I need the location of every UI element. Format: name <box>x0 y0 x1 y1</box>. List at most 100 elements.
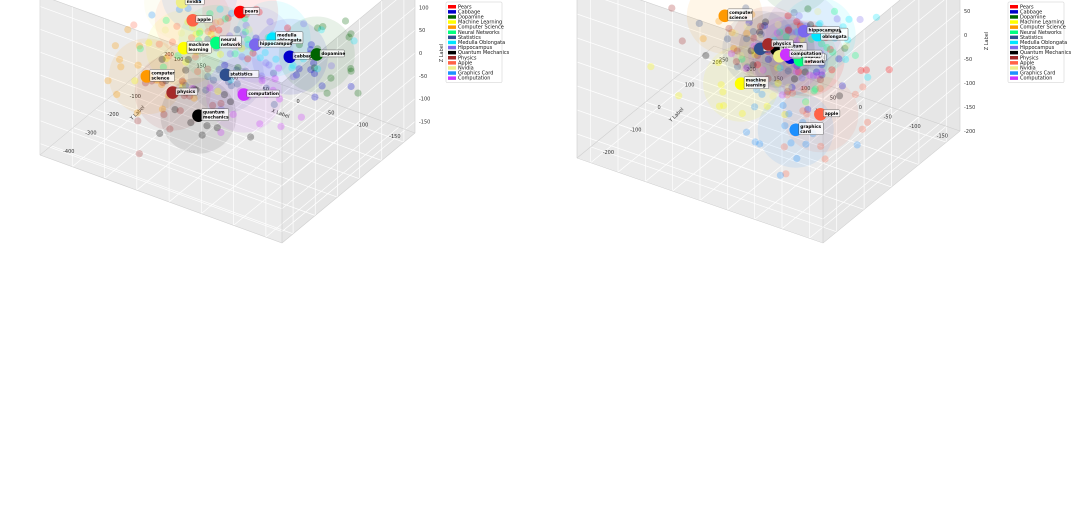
scatter-point-hippocampus <box>833 15 841 23</box>
legend-swatch-statistics <box>1010 35 1018 40</box>
legend-swatch-nvidia <box>448 66 456 70</box>
z-gridline <box>39 97 283 187</box>
scatter-point-machine-learning <box>214 87 222 95</box>
scatter-point-physics <box>756 22 765 30</box>
scatter-point-quantum-mechanics <box>801 68 809 76</box>
scatter-point-quantum-mechanics <box>247 133 255 141</box>
x-tick-label: 150 <box>774 77 784 83</box>
centroid-label-box <box>798 122 824 135</box>
scatter-point-computation <box>256 120 264 128</box>
scatter-point-hippocampus <box>795 12 803 20</box>
scatter-point-hippocampus <box>798 74 806 82</box>
scatter-point-statistics <box>233 80 241 88</box>
scatter-point-apple <box>130 21 138 29</box>
legend-entry-computation: Computation <box>458 76 490 82</box>
scatter-point-dopamine <box>804 5 812 13</box>
left-pane <box>40 0 282 243</box>
scatter-point-hippocampus <box>856 15 864 24</box>
legend-swatch-nvidia <box>1010 66 1018 70</box>
legend-swatch-apple <box>448 61 456 65</box>
scatter-point-cabbage <box>295 65 303 73</box>
scatter-point-physics <box>209 101 217 109</box>
scatter-point-statistics <box>749 28 757 36</box>
scatter-point-dopamine <box>341 17 350 25</box>
scatter-point-cabbage <box>835 55 843 63</box>
legend-swatch-pears <box>448 5 456 9</box>
scatter-point-quantum-mechanics <box>227 98 235 106</box>
scatter-point-nvidia <box>774 20 782 29</box>
scatter-point-dopamine <box>841 44 849 52</box>
centroid-label-box <box>727 8 753 22</box>
z-gridline <box>281 121 416 232</box>
legend-box <box>445 1 503 83</box>
scatter-point-nvidia <box>802 99 810 107</box>
z-gridline <box>281 0 397 95</box>
scatter-point-dopamine <box>310 64 319 72</box>
scatter-point-physics <box>784 87 792 95</box>
legend-swatch-cabbage <box>1010 10 1018 14</box>
legend-swatch-hippocampus <box>448 45 456 50</box>
scatter-point-statistics <box>723 35 732 43</box>
scatter-point-cabbage <box>804 105 812 113</box>
z-tick-label: 0 <box>964 33 967 39</box>
scatter-point-machine-learning <box>715 102 724 110</box>
legend-swatch-computer-science <box>1010 25 1018 29</box>
scatter-point-computer-science <box>134 61 142 69</box>
scatter-point-medulla-oblongata <box>314 65 322 73</box>
scatter-point-quantum-mechanics <box>203 122 211 130</box>
scatter-point-quantum-mechanics <box>835 92 844 100</box>
scatter-point-pears <box>795 68 803 76</box>
scatter-point-nvidia <box>842 42 850 50</box>
scatter-point-graphics-card <box>758 90 766 98</box>
y-tick-label: -100 <box>630 127 641 133</box>
scatter-point-computer-science <box>743 29 751 37</box>
scatter-point-physics <box>204 65 212 73</box>
z-tick-label: -150 <box>419 120 430 126</box>
grid-lines <box>576 0 961 244</box>
scatter-point-cabbage <box>318 82 326 90</box>
scatter-point-computer-science <box>133 109 141 117</box>
scatter-point-hippocampus <box>265 61 273 69</box>
pane-edge <box>52 0 283 84</box>
centroid-label-box <box>195 15 213 23</box>
z-gridline <box>39 51 283 141</box>
scatter-point-medulla-oblongata <box>872 13 880 21</box>
centroid-label-graphics-card: graphics card <box>800 124 821 135</box>
z-gridline <box>822 82 961 196</box>
scatter-point-computer-science <box>116 55 124 64</box>
z-gridline <box>822 58 961 172</box>
centroid-label-pears: pears <box>245 8 259 14</box>
pane-edge <box>281 132 416 244</box>
legend-swatch-machine-learning <box>1010 20 1018 24</box>
centroid-markers: pearscabbagedopaminemachinelearningcompu… <box>718 8 849 137</box>
scatter-point-statistics <box>733 63 742 71</box>
cluster-sphere-nvidia <box>144 0 221 41</box>
scatter-point-computation <box>792 68 800 76</box>
x-gridline <box>168 91 303 203</box>
x-gridline <box>265 126 400 238</box>
scatter-point-statistics <box>227 82 235 90</box>
scatter-point-dopamine <box>323 89 331 97</box>
scatter-point-physics <box>134 117 142 125</box>
scatter-point-cabbage <box>310 59 318 67</box>
x-tick-label: 250 <box>719 58 729 64</box>
pane-edge <box>39 44 174 156</box>
centroid-label-hippocampus: hippocampus <box>260 41 293 47</box>
scatter-point-statistics <box>270 100 278 109</box>
scatter-point-cabbage <box>788 84 796 92</box>
centroid-label-computer-science: computer science <box>729 10 753 21</box>
scatter-point-pears <box>208 25 217 33</box>
centroid-label-box <box>219 35 242 49</box>
z-gridline <box>576 37 824 124</box>
scatter-point-apple <box>788 89 797 97</box>
scatter-point-apple <box>803 110 811 118</box>
scatter-point-machine-learning <box>763 102 771 110</box>
z-tick-label: -200 <box>964 129 975 135</box>
scatter-point-hippocampus <box>289 73 297 81</box>
scatter-point-physics <box>784 27 792 35</box>
z-tick-label: 100 <box>419 5 429 11</box>
scatter-point-quantum-mechanics <box>184 56 192 64</box>
scatter-point-nvidia <box>758 66 766 74</box>
